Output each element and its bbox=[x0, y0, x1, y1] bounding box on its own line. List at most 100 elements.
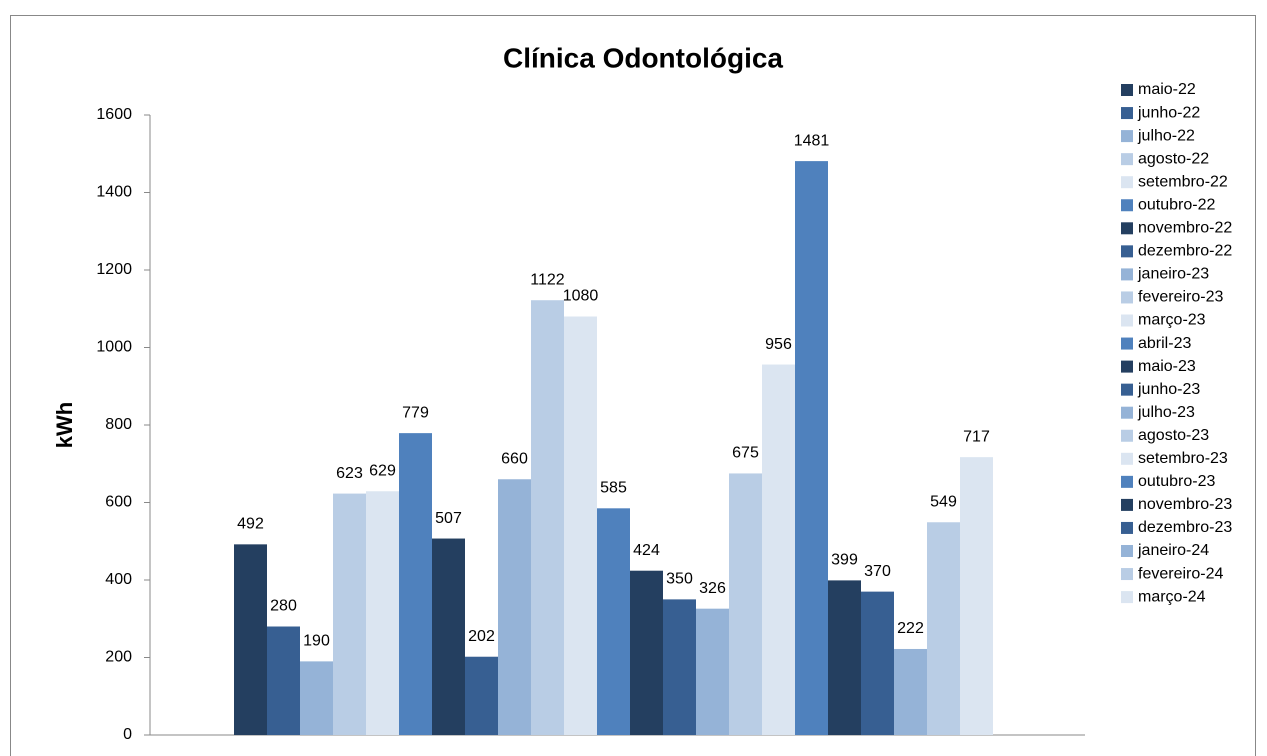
value-label: 549 bbox=[930, 493, 957, 510]
y-tick-label: 800 bbox=[105, 416, 132, 433]
legend-swatch bbox=[1121, 268, 1133, 281]
value-label: 507 bbox=[435, 510, 462, 527]
legend-swatch bbox=[1121, 245, 1133, 258]
legend-swatch bbox=[1121, 153, 1133, 166]
value-label: 350 bbox=[666, 571, 693, 588]
legend-swatch bbox=[1121, 475, 1133, 488]
value-label: 623 bbox=[336, 465, 363, 482]
legend-label: setembro-23 bbox=[1138, 450, 1228, 467]
value-label: 326 bbox=[699, 580, 726, 597]
legend-label: janeiro-23 bbox=[1137, 266, 1209, 283]
legend-label: julho-23 bbox=[1137, 404, 1195, 421]
y-tick-label: 1200 bbox=[96, 261, 132, 278]
value-label: 424 bbox=[633, 542, 660, 559]
bar bbox=[861, 591, 894, 735]
value-label: 190 bbox=[303, 633, 330, 650]
legend-label: janeiro-24 bbox=[1137, 542, 1209, 559]
legend-swatch bbox=[1121, 429, 1133, 442]
legend-label: abril-23 bbox=[1138, 335, 1191, 352]
legend-swatch bbox=[1121, 130, 1133, 143]
bar bbox=[960, 457, 993, 735]
legend-swatch bbox=[1121, 452, 1133, 465]
value-label: 675 bbox=[732, 445, 759, 462]
legend-swatch bbox=[1121, 360, 1133, 373]
legend-label: maio-22 bbox=[1138, 81, 1196, 98]
legend-swatch bbox=[1121, 291, 1133, 304]
bar bbox=[762, 364, 795, 735]
legend-label: outubro-22 bbox=[1138, 196, 1215, 213]
bar bbox=[465, 656, 498, 735]
y-tick-label: 400 bbox=[105, 571, 132, 588]
bar bbox=[927, 522, 960, 735]
y-tick-label: 1600 bbox=[96, 106, 132, 123]
legend-swatch bbox=[1121, 498, 1133, 511]
legend-swatch bbox=[1121, 568, 1133, 581]
value-label: 280 bbox=[270, 598, 297, 615]
value-label: 370 bbox=[864, 563, 891, 580]
bar bbox=[333, 493, 366, 735]
legend-label: novembro-22 bbox=[1138, 220, 1232, 237]
value-label: 492 bbox=[237, 516, 264, 533]
legend-swatch bbox=[1121, 222, 1133, 235]
bar bbox=[828, 580, 861, 735]
legend-label: outubro-23 bbox=[1138, 473, 1215, 490]
legend-swatch bbox=[1121, 199, 1133, 212]
bar bbox=[795, 161, 828, 736]
value-label: 779 bbox=[402, 404, 429, 421]
legend-label: junho-23 bbox=[1137, 381, 1200, 398]
legend-swatch bbox=[1121, 314, 1133, 327]
legend-swatch bbox=[1121, 337, 1133, 350]
legend-label: agosto-22 bbox=[1138, 150, 1209, 167]
value-label: 585 bbox=[600, 480, 627, 497]
y-tick-label: 200 bbox=[105, 649, 132, 666]
legend-swatch bbox=[1121, 176, 1133, 189]
legend-swatch bbox=[1121, 406, 1133, 419]
bar bbox=[498, 479, 531, 735]
y-tick-label: 1000 bbox=[96, 339, 132, 356]
legend-swatch bbox=[1121, 591, 1133, 604]
legend-label: março-24 bbox=[1138, 588, 1206, 605]
value-label: 629 bbox=[369, 462, 396, 479]
legend-label: setembro-22 bbox=[1138, 173, 1228, 190]
value-label: 222 bbox=[897, 620, 924, 637]
bar bbox=[267, 626, 300, 735]
y-tick-label: 0 bbox=[123, 726, 132, 743]
bar bbox=[729, 473, 762, 735]
legend-label: março-23 bbox=[1138, 312, 1206, 329]
chart-frame bbox=[10, 15, 1256, 756]
legend-label: agosto-23 bbox=[1138, 427, 1209, 444]
value-label: 956 bbox=[765, 336, 792, 353]
legend-label: dezembro-23 bbox=[1138, 519, 1232, 536]
legend-label: junho-22 bbox=[1137, 104, 1200, 121]
legend-swatch bbox=[1121, 545, 1133, 557]
legend-swatch bbox=[1121, 84, 1133, 96]
value-label: 202 bbox=[468, 628, 495, 645]
bar bbox=[432, 538, 465, 735]
bar bbox=[663, 599, 696, 735]
bar bbox=[894, 648, 927, 735]
bar bbox=[366, 491, 399, 735]
legend-label: dezembro-22 bbox=[1138, 243, 1232, 260]
y-tick-label: 600 bbox=[105, 494, 132, 511]
value-label: 717 bbox=[963, 428, 990, 445]
legend-swatch bbox=[1121, 107, 1133, 120]
legend-label: julho-22 bbox=[1137, 127, 1195, 144]
value-label: 1122 bbox=[530, 271, 565, 288]
legend-label: novembro-23 bbox=[1138, 496, 1232, 513]
value-label: 660 bbox=[501, 450, 528, 467]
legend-swatch bbox=[1121, 521, 1133, 534]
bar bbox=[234, 544, 267, 735]
value-label: 1080 bbox=[563, 288, 599, 305]
y-tick-label: 1400 bbox=[96, 184, 132, 201]
bar bbox=[597, 508, 630, 735]
bar bbox=[630, 570, 663, 735]
y-axis-label: kWh bbox=[52, 402, 77, 448]
bar bbox=[300, 661, 333, 735]
bar bbox=[531, 300, 564, 735]
legend-swatch bbox=[1121, 383, 1133, 396]
bar bbox=[399, 433, 432, 735]
legend-label: fevereiro-24 bbox=[1138, 565, 1223, 582]
bar bbox=[696, 608, 729, 735]
value-label: 1481 bbox=[794, 132, 830, 149]
